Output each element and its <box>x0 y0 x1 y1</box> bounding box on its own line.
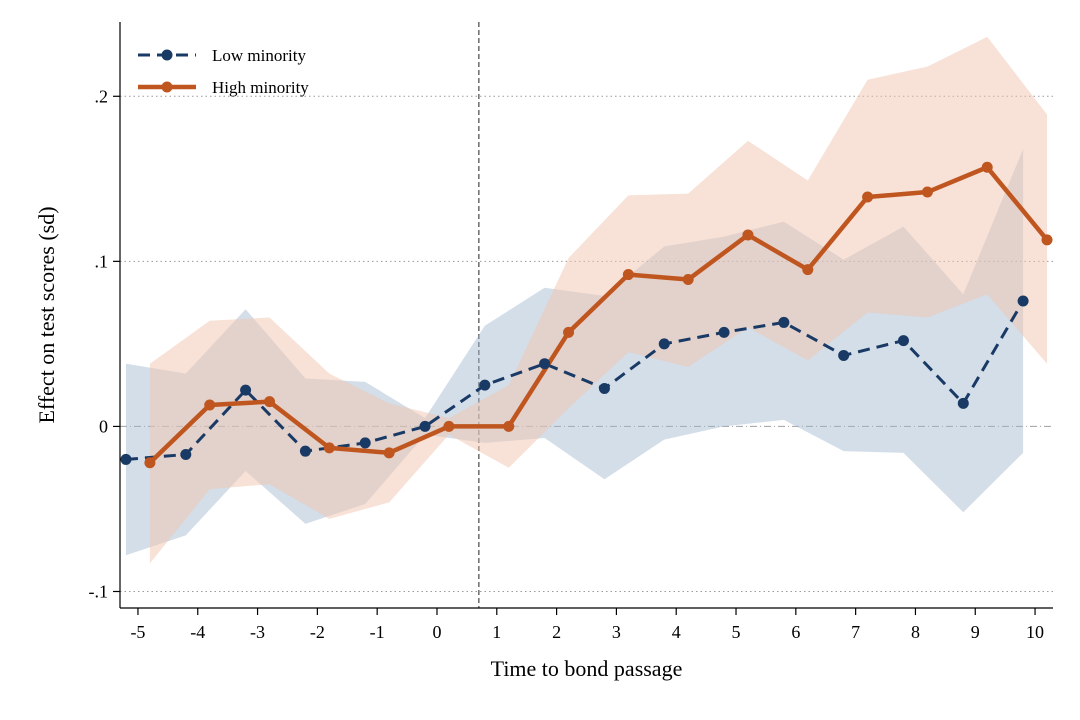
legend-marker <box>161 81 173 93</box>
data-point-low-minority <box>120 453 132 465</box>
series-line-low-minority <box>125 300 1025 461</box>
data-point-low-minority <box>299 445 311 457</box>
data-point-high-minority <box>862 191 874 203</box>
data-point-high-minority <box>622 269 634 281</box>
data-point-high-minority <box>802 264 814 276</box>
y-tick-label: -.1 <box>89 581 109 601</box>
data-point-low-minority <box>658 338 670 350</box>
data-point-high-minority <box>264 396 276 408</box>
data-point-low-minority <box>598 382 610 394</box>
x-tick-label: 3 <box>612 622 621 642</box>
x-tick-label: -5 <box>130 622 145 642</box>
x-tick-label: 1 <box>492 622 501 642</box>
data-point-high-minority <box>383 447 395 459</box>
data-point-low-minority <box>1017 295 1029 307</box>
confidence-bands <box>125 36 1048 564</box>
x-tick-label: 8 <box>911 622 920 642</box>
data-point-low-minority <box>718 326 730 338</box>
x-tick-label: -2 <box>310 622 325 642</box>
y-tick-label: 0 <box>99 416 108 436</box>
x-tick-label: 9 <box>971 622 980 642</box>
data-point-low-minority <box>479 379 491 391</box>
data-point-high-minority <box>981 161 993 173</box>
series-lines <box>125 165 1049 465</box>
data-point-low-minority <box>778 316 790 328</box>
axes: -.1 0 .1 .2 -5 -4 -3 -2 -1 0 1 2 3 4 5 6 7 8 9 10 <box>89 22 1053 642</box>
y-axis-title: Effect on test scores (sd) <box>34 206 59 423</box>
data-point-low-minority <box>897 335 909 347</box>
legend: Low minority High minority <box>138 46 309 97</box>
data-point-low-minority <box>359 437 371 449</box>
data-point-high-minority <box>921 186 933 198</box>
confidence-band-high-minority <box>149 36 1048 564</box>
data-point-low-minority <box>838 349 850 361</box>
data-point-high-minority <box>144 457 156 469</box>
x-tick-label: 5 <box>732 622 741 642</box>
data-point-low-minority <box>240 384 252 396</box>
data-point-high-minority <box>443 420 455 432</box>
data-point-high-minority <box>323 442 335 454</box>
x-tick-label: 7 <box>851 622 860 642</box>
data-point-high-minority <box>742 229 754 241</box>
x-tick-label: 2 <box>552 622 561 642</box>
data-point-low-minority <box>957 397 969 409</box>
x-tick-label: 4 <box>672 622 681 642</box>
x-axis-title: Time to bond passage <box>491 656 683 681</box>
data-point-high-minority <box>563 326 575 338</box>
x-tick-label: -4 <box>190 622 205 642</box>
x-tick-label: 0 <box>432 622 441 642</box>
legend-marker <box>161 49 173 61</box>
series-line-high-minority <box>148 165 1049 465</box>
legend-label: High minority <box>212 78 309 97</box>
legend-label: Low minority <box>212 46 306 65</box>
x-tick-label: -3 <box>250 622 265 642</box>
y-tick-label: .1 <box>95 251 109 271</box>
y-tick-label: .2 <box>95 86 109 106</box>
x-tick-label: 6 <box>791 622 800 642</box>
data-point-high-minority <box>204 399 216 411</box>
series-points <box>120 161 1053 469</box>
data-point-high-minority <box>682 274 694 286</box>
data-point-high-minority <box>503 420 515 432</box>
data-point-low-minority <box>180 448 192 460</box>
x-tick-label: -1 <box>370 622 385 642</box>
data-point-high-minority <box>1041 234 1053 246</box>
data-point-low-minority <box>539 358 551 370</box>
data-point-low-minority <box>419 420 431 432</box>
x-tick-label: 10 <box>1026 622 1044 642</box>
